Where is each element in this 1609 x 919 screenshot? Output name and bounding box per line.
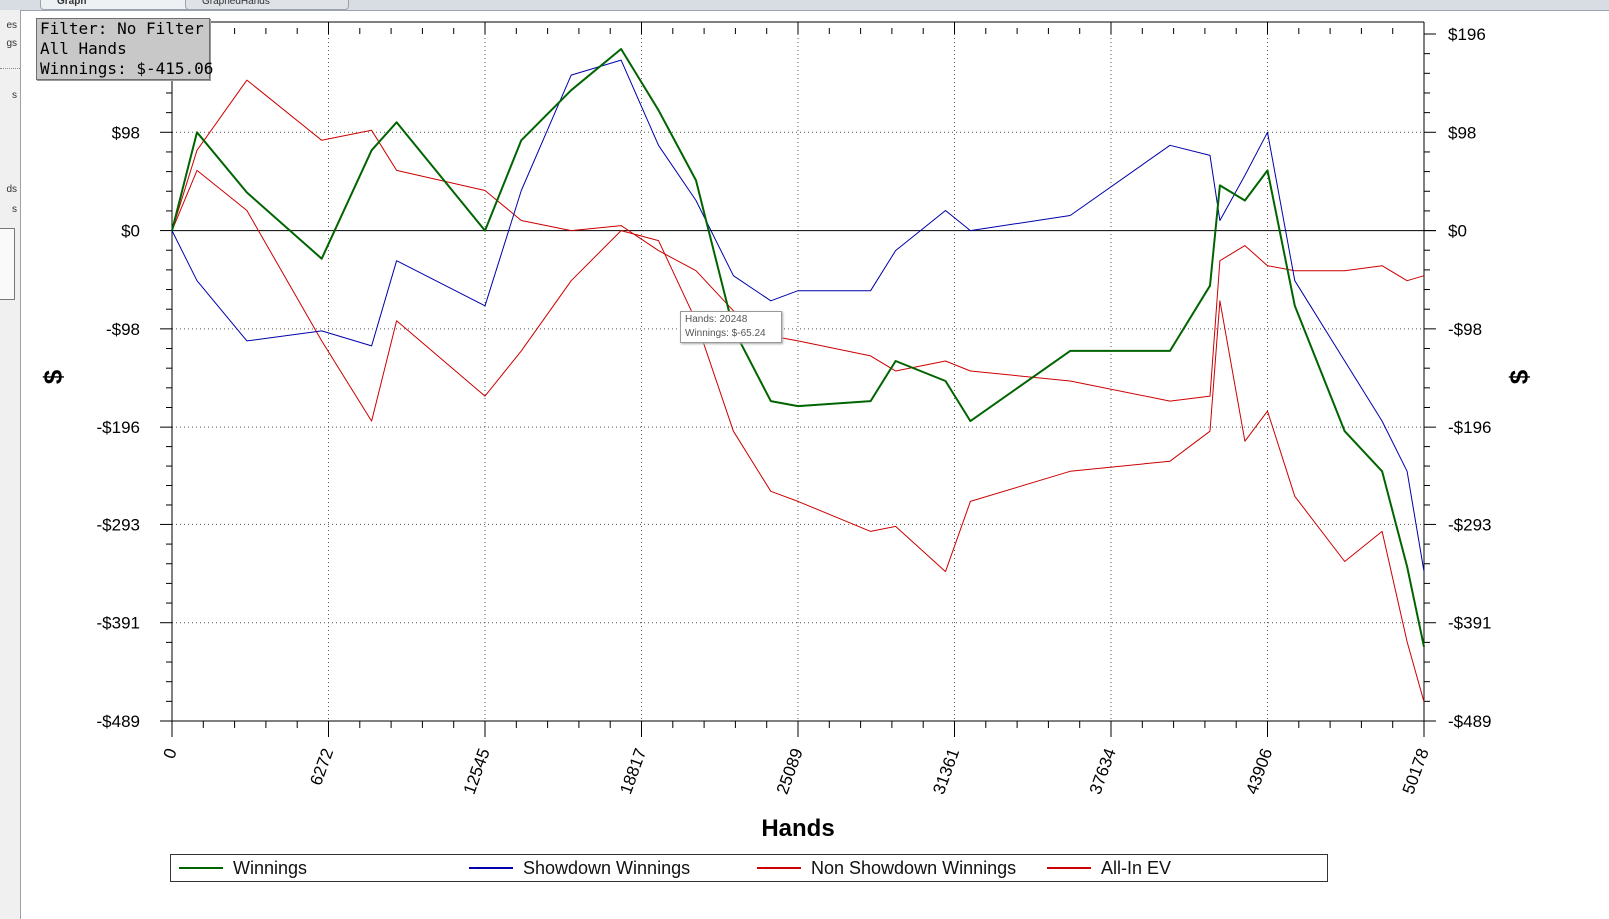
left-panel-divider [0, 68, 20, 69]
legend-item-showdown-winnings[interactable]: Showdown Winnings [463, 855, 753, 881]
y-tick-label-right: -$293 [1448, 515, 1491, 534]
legend-item-winnings[interactable]: Winnings [173, 855, 463, 881]
legend-swatch-winnings [179, 867, 223, 869]
y-tick-label-left: -$391 [97, 614, 140, 633]
left-panel-fragment[interactable]: s [12, 204, 17, 215]
y-tick-label-left: -$196 [97, 418, 140, 437]
tooltip-hands: Hands: 20248 [685, 314, 748, 325]
x-tick-label: 6272 [306, 746, 337, 788]
y-tick-label-right: $0 [1448, 222, 1467, 241]
left-panel-fragment[interactable]: gs [6, 38, 17, 49]
y-tick-label-left: -$489 [97, 712, 140, 731]
legend-item-all-in-ev[interactable]: All-In EV [1041, 855, 1325, 881]
series-line-non-showdown-winnings [171, 79, 1425, 402]
x-tick-label: 0 [160, 746, 181, 761]
y-axis-title-right: $ [1504, 369, 1534, 384]
y-tick-label-left: $0 [121, 222, 140, 241]
left-panel-fragment[interactable]: ds [6, 184, 17, 195]
y-tick-label-right: -$489 [1448, 712, 1491, 731]
grid-layer [172, 34, 1424, 721]
filter-info-box: Filter: No Filter All Hands Winnings: $-… [36, 18, 214, 80]
chart-legend: Winnings Showdown Winnings Non Showdown … [170, 854, 1328, 882]
x-tick-label: 18817 [616, 746, 650, 797]
left-panel-fragment[interactable]: s [12, 90, 17, 101]
y-tick-label-right: -$391 [1448, 614, 1491, 633]
left-panel-box[interactable] [0, 228, 15, 300]
x-tick-label: 12545 [460, 746, 494, 797]
x-axis-title: Hands [761, 815, 834, 842]
series-line-winnings [171, 48, 1425, 648]
left-side-panel: es gs s ds s [0, 10, 21, 919]
y-tick-label-right: $98 [1448, 123, 1476, 142]
left-panel-fragment[interactable]: es [6, 20, 17, 31]
series-line-showdown-winnings [171, 59, 1425, 572]
y-tick-label-left: $98 [112, 123, 140, 142]
legend-item-non-showdown-winnings[interactable]: Non Showdown Winnings [751, 855, 1041, 881]
y-tick-label-right: $196 [1448, 25, 1486, 44]
tab-strip: Graph GraphedHands [0, 0, 1609, 11]
total-winnings-line: Winnings: $-415.06 [40, 59, 214, 78]
legend-label: Non Showdown Winnings [811, 858, 1017, 878]
y-tick-label-right: -$98 [1448, 320, 1482, 339]
y-tick-label-left: -$98 [106, 320, 140, 339]
legend-label: Winnings [233, 858, 308, 878]
hands-filter-line: All Hands [40, 39, 127, 58]
x-tick-label: 31361 [929, 746, 963, 797]
axis-layer [160, 21, 1436, 737]
tooltip-winnings: Winnings: $-65.24 [685, 328, 766, 339]
hover-tooltip: Hands: 20248 Winnings: $-65.24 [680, 311, 782, 343]
legend-label: Showdown Winnings [523, 858, 691, 878]
legend-swatch-showdown [469, 867, 513, 869]
series-layer [171, 48, 1425, 703]
legend-label: All-In EV [1101, 858, 1172, 878]
legend-swatch-non-showdown [757, 867, 801, 869]
legend-swatch-all-in-ev [1047, 867, 1091, 869]
series-line-all-in-ev [171, 169, 1425, 703]
tab-graphed-hands[interactable]: GraphedHands [185, 0, 349, 10]
y-tick-label-left: -$293 [97, 515, 140, 534]
x-tick-label: 50178 [1399, 746, 1433, 797]
x-tick-label: 43906 [1242, 746, 1276, 797]
y-axis-title-left: $ [38, 369, 68, 384]
filter-line: Filter: No Filter [40, 19, 204, 38]
y-tick-label-right: -$196 [1448, 418, 1491, 437]
label-layer: 0 6272 12545 18817 25089 31361 37634 43906 50178… [38, 25, 1534, 842]
x-tick-label: 25089 [773, 746, 807, 797]
x-tick-label: 37634 [1086, 746, 1120, 797]
